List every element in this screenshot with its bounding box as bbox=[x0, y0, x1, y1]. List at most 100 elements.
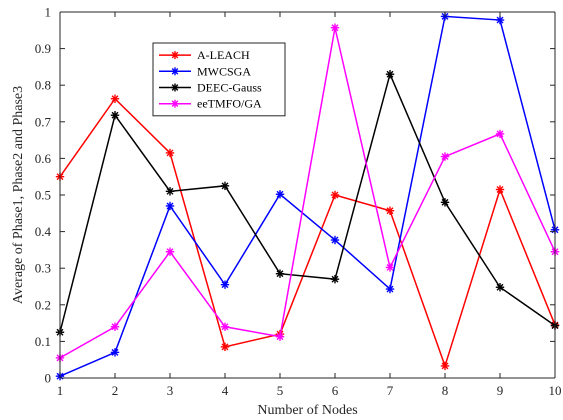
data-point-marker bbox=[440, 152, 450, 161]
marker-stroke bbox=[496, 186, 504, 193]
marker-stroke bbox=[171, 67, 179, 75]
x-tick-label: 8 bbox=[442, 383, 449, 398]
data-point-marker bbox=[171, 99, 179, 108]
data-point-marker bbox=[220, 280, 230, 289]
x-tick-label: 1 bbox=[57, 383, 64, 398]
data-point-marker bbox=[171, 51, 179, 60]
marker-stroke bbox=[386, 264, 394, 271]
marker-stroke bbox=[386, 285, 394, 293]
legend-label: eeTMFO/GA bbox=[197, 97, 262, 111]
marker-stroke bbox=[276, 190, 284, 198]
data-point-marker bbox=[275, 269, 285, 278]
data-point-marker bbox=[165, 148, 175, 158]
marker-stroke bbox=[386, 207, 394, 215]
marker-stroke bbox=[111, 111, 119, 119]
legend-entry: DEEC-Gauss bbox=[159, 81, 262, 95]
data-point-marker bbox=[385, 70, 395, 79]
y-tick-label: 0.5 bbox=[35, 188, 51, 203]
marker-stroke bbox=[441, 153, 449, 161]
marker-stroke bbox=[276, 333, 284, 341]
data-point-marker bbox=[220, 322, 230, 331]
marker-stroke bbox=[496, 130, 504, 138]
marker-stroke bbox=[166, 248, 174, 256]
x-tick-label: 3 bbox=[167, 383, 174, 398]
x-tick-label: 2 bbox=[112, 383, 119, 398]
marker-stroke bbox=[111, 95, 119, 103]
legend-label: MWCSGA bbox=[197, 64, 251, 78]
marker-stroke bbox=[331, 236, 339, 244]
data-point-marker bbox=[495, 15, 505, 25]
x-tick-label: 6 bbox=[332, 383, 339, 398]
data-point-marker bbox=[330, 274, 340, 284]
data-point-marker bbox=[495, 283, 505, 292]
y-tick-label: 0.3 bbox=[35, 261, 51, 276]
data-point-marker bbox=[440, 361, 450, 371]
marker-stroke bbox=[386, 70, 394, 78]
y-tick-label: 0.8 bbox=[35, 78, 51, 93]
x-tick-label: 5 bbox=[277, 383, 284, 398]
legend: A-LEACH MWCSGA DEEC-Gauss eeTMFO/GA bbox=[152, 42, 286, 117]
legend-entry: MWCSGA bbox=[159, 64, 251, 78]
data-point-marker bbox=[330, 23, 340, 32]
marker-stroke bbox=[171, 51, 179, 59]
marker-stroke bbox=[276, 270, 284, 278]
marker-stroke bbox=[171, 100, 179, 108]
data-point-marker bbox=[495, 129, 505, 139]
marker-stroke bbox=[221, 323, 229, 331]
series-line bbox=[59, 15, 556, 377]
marker-stroke bbox=[331, 24, 339, 32]
y-tick-label: 0.2 bbox=[35, 297, 51, 312]
marker-stroke bbox=[221, 343, 229, 351]
data-point-marker bbox=[330, 235, 340, 245]
marker-stroke bbox=[166, 187, 174, 195]
data-point-marker bbox=[165, 201, 175, 211]
y-tick-label: 0.1 bbox=[35, 334, 51, 349]
y-tick-label: 0 bbox=[45, 371, 52, 386]
data-point-marker bbox=[110, 348, 120, 357]
data-point-marker bbox=[165, 187, 175, 196]
x-axis-label: Number of Nodes bbox=[257, 403, 357, 418]
marker-stroke bbox=[331, 275, 339, 283]
data-point-marker bbox=[171, 83, 179, 92]
data-point-marker bbox=[385, 206, 395, 215]
y-tick-label: 0.7 bbox=[35, 114, 52, 129]
data-point-marker bbox=[275, 332, 285, 341]
marker-stroke bbox=[111, 323, 119, 331]
series-eetmfo-ga bbox=[55, 23, 560, 363]
data-point-marker bbox=[220, 181, 230, 191]
data-point-marker bbox=[330, 190, 340, 200]
legend-label: A-LEACH bbox=[197, 48, 250, 62]
data-point-marker bbox=[110, 94, 120, 103]
x-tick-label: 7 bbox=[387, 383, 394, 398]
series-line bbox=[59, 27, 556, 359]
y-tick-label: 1 bbox=[45, 5, 52, 20]
data-point-marker bbox=[440, 198, 450, 207]
legend-label: DEEC-Gauss bbox=[197, 81, 262, 95]
marker-stroke bbox=[441, 362, 449, 370]
marker-stroke bbox=[166, 149, 174, 157]
marker-stroke bbox=[171, 84, 179, 91]
legend-entry: A-LEACH bbox=[159, 48, 250, 62]
data-point-marker bbox=[275, 190, 285, 199]
y-axis-label: Average of Phase1, Phase2 and Phase3 bbox=[11, 86, 26, 304]
marker-stroke bbox=[496, 283, 504, 291]
data-point-marker bbox=[385, 263, 395, 272]
x-tick-label: 4 bbox=[222, 383, 229, 398]
y-tick-label: 0.6 bbox=[35, 151, 52, 166]
marker-stroke bbox=[441, 198, 449, 206]
data-point-marker bbox=[495, 185, 505, 194]
series-line bbox=[59, 71, 556, 333]
marker-stroke bbox=[221, 281, 229, 289]
y-tick-label: 0.9 bbox=[35, 41, 51, 56]
data-point-marker bbox=[165, 247, 175, 256]
marker-stroke bbox=[496, 16, 504, 24]
series-line bbox=[59, 97, 556, 369]
data-point-marker bbox=[110, 322, 120, 331]
x-tick-label: 10 bbox=[549, 383, 562, 398]
legend-entry: eeTMFO/GA bbox=[159, 97, 262, 111]
marker-stroke bbox=[331, 191, 339, 199]
x-tick-label: 9 bbox=[497, 383, 504, 398]
marker-stroke bbox=[221, 182, 229, 190]
data-point-marker bbox=[110, 111, 120, 120]
